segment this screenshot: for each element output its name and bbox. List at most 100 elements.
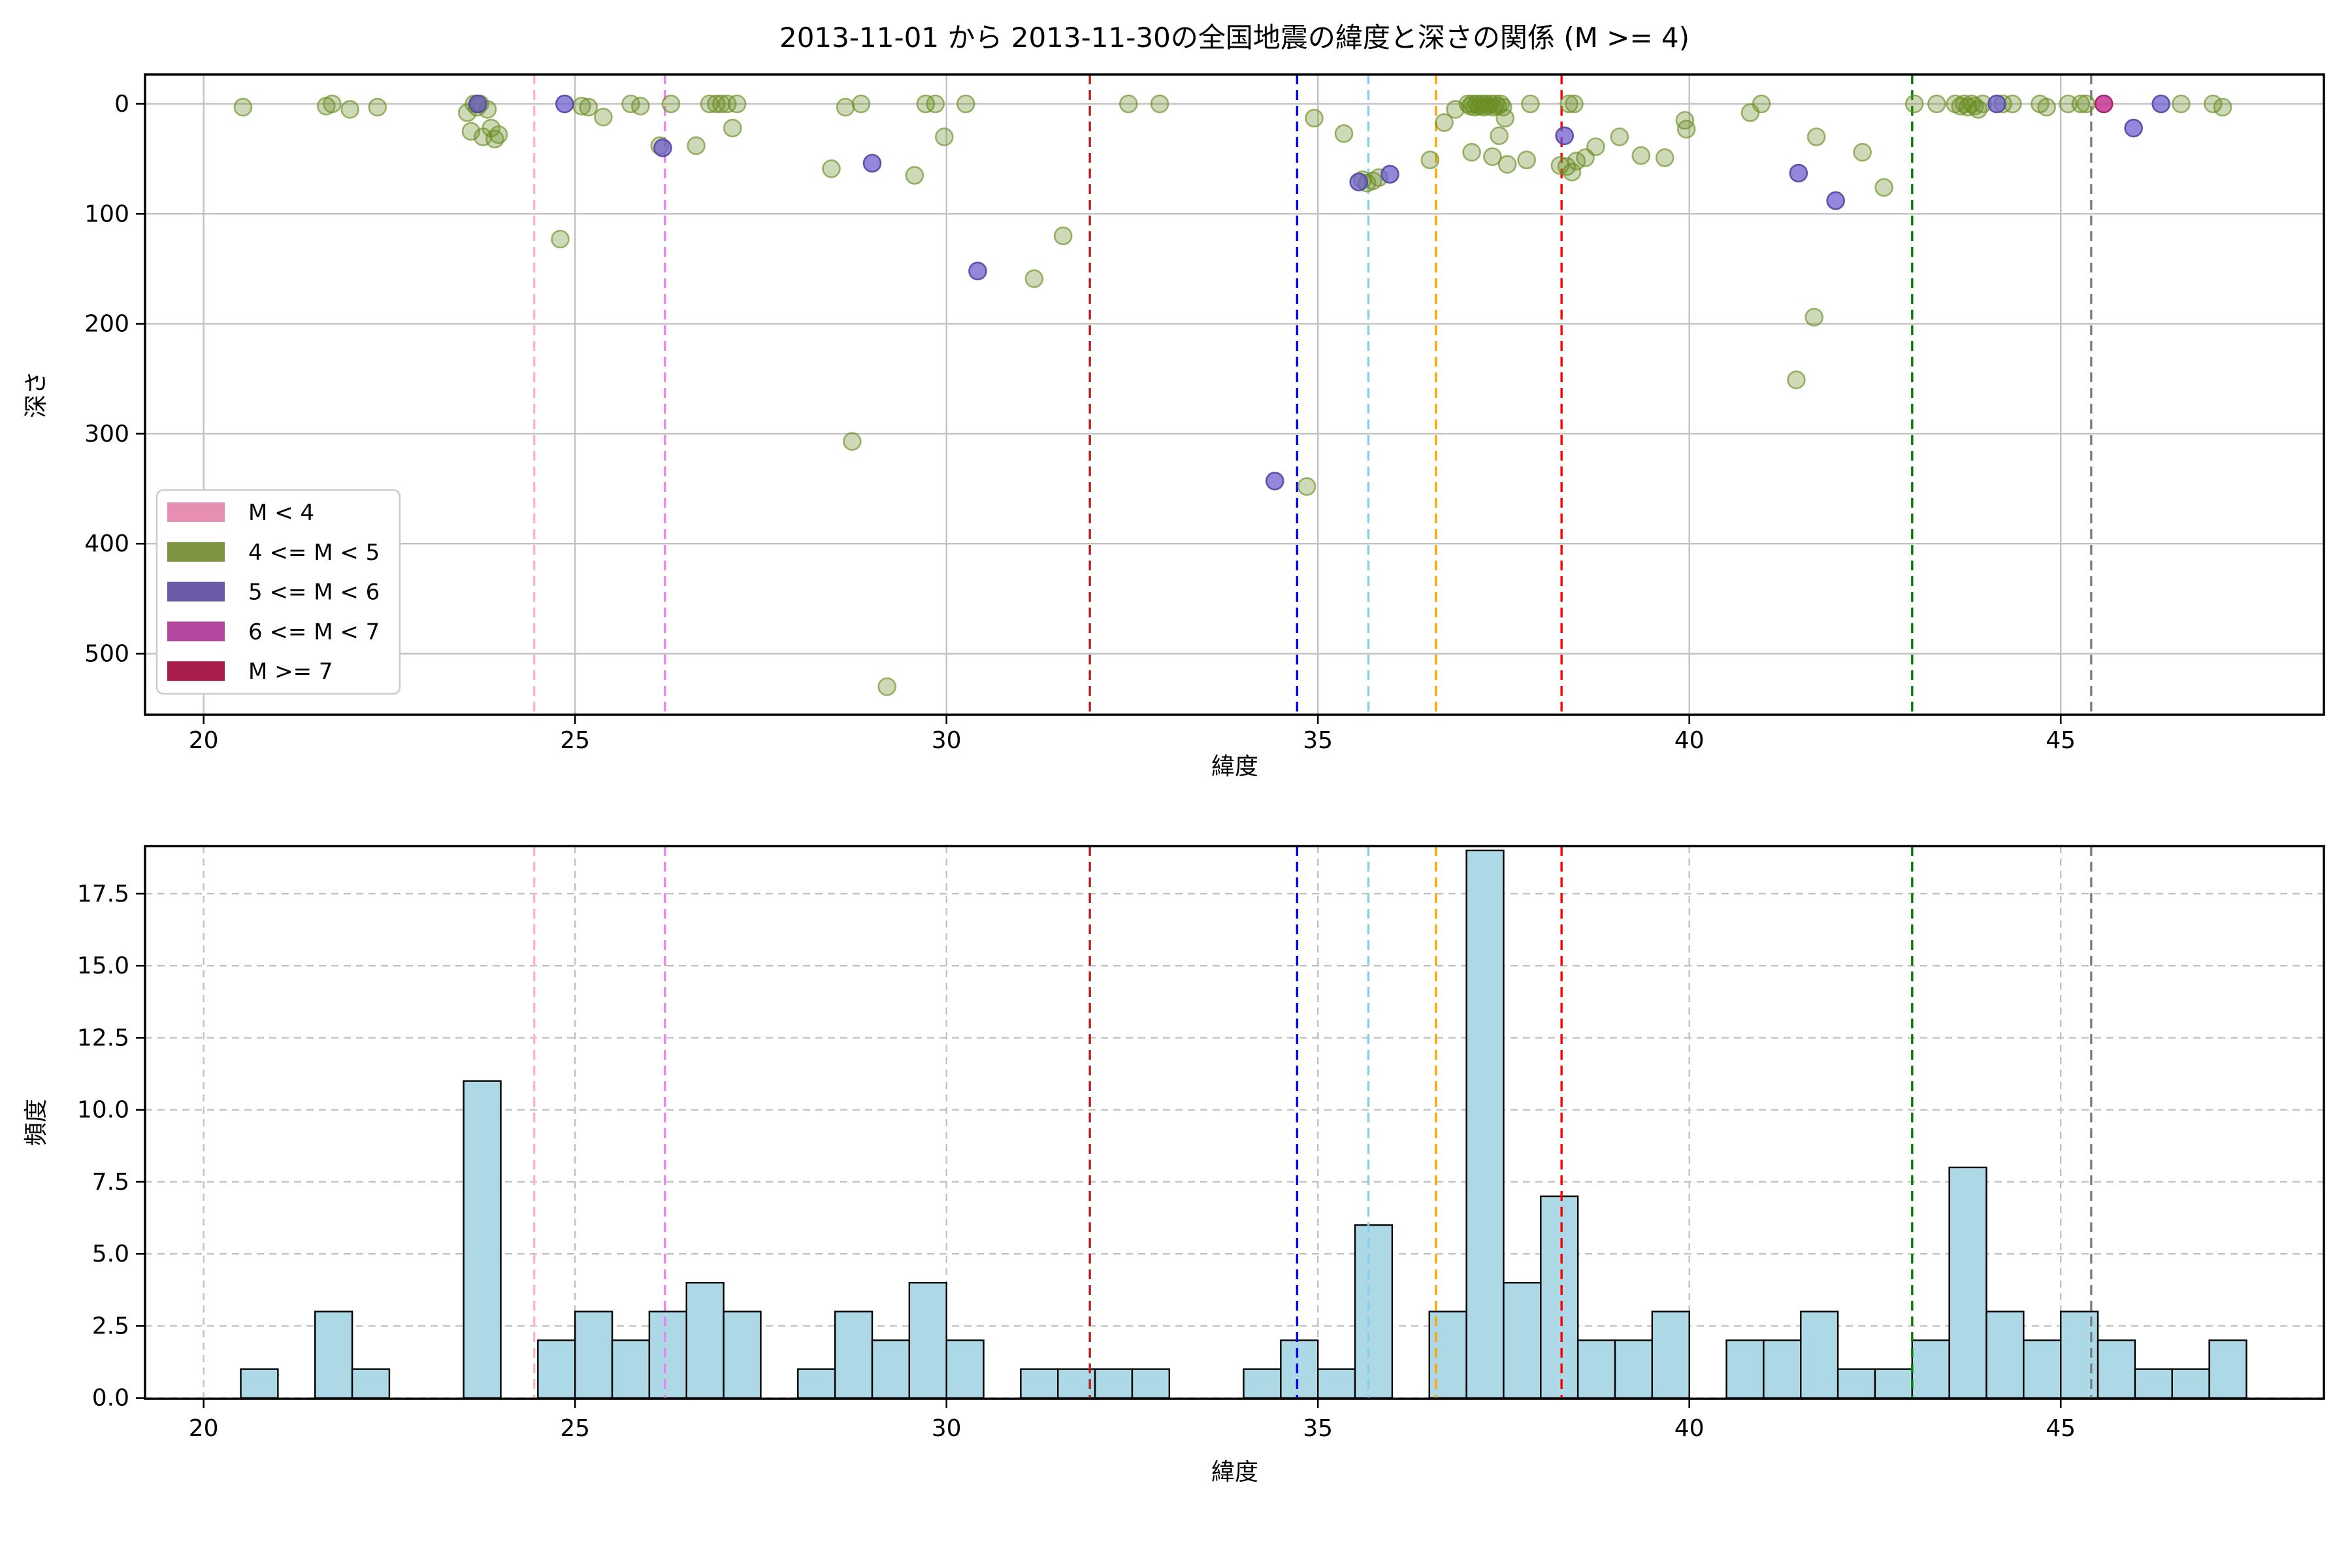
- histogram-bar: [1651, 1311, 1690, 1399]
- scatter-point: [1586, 137, 1605, 156]
- scatter-point: [717, 94, 737, 114]
- histogram-bar: [685, 1282, 725, 1399]
- histogram-bar: [871, 1339, 911, 1399]
- scatter-point: [1565, 94, 1584, 114]
- chart-title: 2013-11-01 から 2013-11-30の全国地震の緯度と深さの関係 (…: [779, 22, 1690, 54]
- legend-patch: [167, 542, 225, 562]
- x-tick-label: 25: [560, 727, 590, 754]
- scatter-point: [956, 94, 975, 114]
- scatter-point: [926, 94, 945, 114]
- scatter-point: [723, 118, 742, 138]
- scatter-point: [630, 97, 650, 116]
- histogram-bar: [834, 1311, 874, 1399]
- histogram-bar: [1985, 1311, 2025, 1399]
- scatter-point: [1265, 471, 1284, 491]
- scatter-point: [711, 94, 731, 114]
- scatter-point: [836, 97, 855, 117]
- scatter-point: [1853, 142, 1872, 162]
- gridlines: [145, 74, 2324, 715]
- histogram-bar: [1837, 1368, 1876, 1399]
- scatter-point: [1610, 127, 1629, 146]
- histogram-bar: [611, 1339, 651, 1399]
- scatter-point: [1490, 126, 1509, 146]
- x-tick-label: 35: [1303, 727, 1333, 754]
- scatter-point: [1349, 172, 1369, 191]
- histogram-bar: [2134, 1368, 2173, 1399]
- x-tick-label: 20: [189, 1415, 219, 1442]
- scatter-point: [1494, 97, 1512, 117]
- scatter-point: [2213, 97, 2232, 117]
- histogram-bar: [1280, 1339, 1319, 1399]
- scatter-point: [1435, 113, 1454, 132]
- histogram-bar: [1354, 1224, 1394, 1399]
- y-tick-label: 15.0: [77, 953, 129, 979]
- scatter-point: [1462, 142, 1481, 162]
- scatter-point: [1297, 477, 1316, 496]
- scatter-point: [968, 261, 987, 281]
- y-tick-label: 5.0: [92, 1241, 129, 1267]
- scatter-point: [468, 94, 487, 114]
- legend-label: 5 <= M < 6: [248, 580, 380, 606]
- scatter-point: [2124, 118, 2143, 138]
- bottom-x-axis-label: 緯度: [1211, 1459, 1259, 1486]
- histogram-bars: [240, 849, 2247, 1399]
- x-tick-label: 40: [1674, 727, 1705, 754]
- scatter-point: [653, 139, 672, 157]
- histogram-bar: [723, 1311, 762, 1399]
- histogram-bar: [574, 1311, 613, 1399]
- scatter-point: [822, 159, 841, 178]
- scatter-point: [555, 94, 574, 114]
- scatter-point: [2002, 94, 2022, 114]
- plot-spine: [144, 845, 2325, 1400]
- x-tick-label: 30: [932, 727, 962, 754]
- histogram-bar: [351, 1368, 391, 1399]
- scatter-point: [1927, 94, 1946, 114]
- scatter-point: [2071, 94, 2091, 114]
- scatter-point: [1557, 157, 1576, 176]
- y-tick-label: 2.5: [92, 1313, 129, 1339]
- scatter-point: [1119, 94, 1138, 114]
- legend-patch: [167, 581, 225, 602]
- scatter-point: [1904, 94, 1924, 114]
- scatter-point: [1483, 147, 1502, 167]
- histogram-bar: [537, 1339, 576, 1399]
- histogram-bar: [314, 1311, 353, 1399]
- axes-frame: 20 25 30 35 40 45 0 100 200 300 400 500: [84, 73, 2325, 754]
- legend-label: 6 <= M < 7: [248, 619, 380, 645]
- histogram-bar: [1763, 1339, 1802, 1399]
- histogram-bar: [2059, 1311, 2099, 1399]
- scatter-point: [727, 94, 747, 114]
- top-y-axis-label: 深さ: [23, 370, 50, 419]
- city-vlines: [532, 74, 2093, 715]
- scatter-point: [1521, 94, 1540, 114]
- scatter-point: [2037, 97, 2056, 117]
- scatter-point: [1874, 178, 1893, 197]
- histogram-bar: [2023, 1339, 2062, 1399]
- city-vlines: [532, 846, 2093, 1399]
- scatter-point: [1053, 226, 1073, 246]
- scatter-point: [1517, 150, 1536, 170]
- legend-patch: [167, 502, 225, 522]
- scatter-point: [1150, 94, 1169, 114]
- histogram-bar: [1465, 849, 1505, 1399]
- histogram-bar: [1428, 1311, 1467, 1399]
- histogram-bar: [1316, 1368, 1356, 1399]
- histogram-bar: [648, 1311, 687, 1399]
- histogram-bar: [797, 1368, 836, 1399]
- scatter-point: [2151, 94, 2170, 114]
- legend-label: M >= 7: [248, 659, 333, 685]
- y-tick-label: 300: [84, 421, 129, 448]
- histogram-bar: [945, 1339, 985, 1399]
- scatter-point: [1380, 165, 1399, 184]
- x-tick-label: 30: [932, 1415, 962, 1442]
- histogram-bar: [908, 1282, 947, 1399]
- x-tick-label: 40: [1674, 1415, 1705, 1442]
- y-tick-label: 500: [84, 641, 129, 668]
- histogram-bar: [2171, 1368, 2210, 1399]
- histogram-bar: [2208, 1339, 2247, 1399]
- scatter-point: [1024, 269, 1044, 288]
- scatter-points: [233, 94, 2232, 696]
- scatter-point: [877, 677, 897, 696]
- y-tick-label: 0.0: [92, 1385, 129, 1412]
